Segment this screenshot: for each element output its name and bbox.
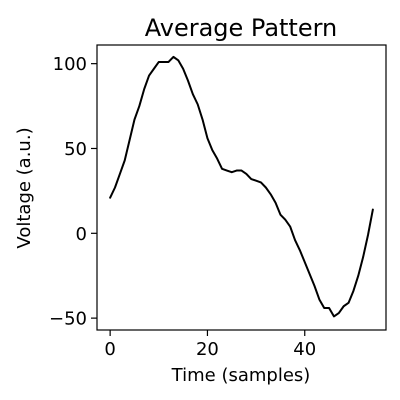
y-axis: −50 0 50 100 [49, 54, 97, 330]
plot-area-frame [96, 44, 387, 331]
y-tick-label: 100 [53, 54, 87, 75]
y-axis-label: Voltage (a.u.) [14, 127, 35, 248]
x-axis: 0 20 40 [104, 330, 316, 360]
x-tick-label: 20 [196, 339, 219, 360]
chart-title: Average Pattern [145, 14, 338, 42]
x-axis-label: Time (samples) [171, 365, 311, 386]
x-tick-label: 40 [293, 339, 316, 360]
y-tick-label: 0 [76, 224, 87, 245]
y-tick-label: −50 [49, 309, 87, 330]
series-line [109, 55, 374, 318]
y-tick-label: 50 [64, 139, 87, 160]
x-tick-label: 0 [104, 339, 115, 360]
